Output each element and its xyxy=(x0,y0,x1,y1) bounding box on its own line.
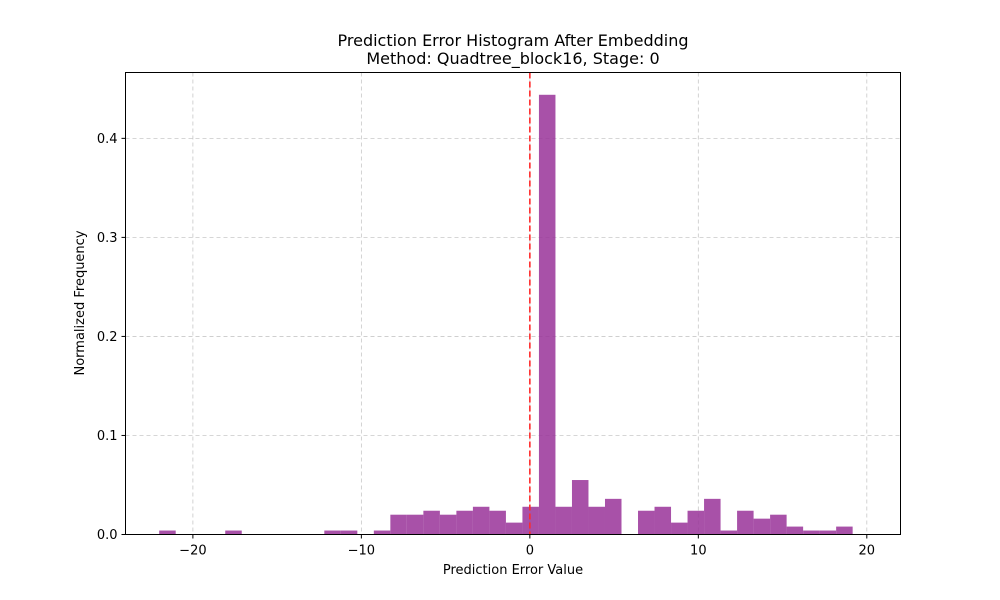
histogram-bar xyxy=(803,530,820,535)
histogram-bar xyxy=(555,506,572,535)
histogram-bar xyxy=(423,510,440,535)
histogram-bar xyxy=(753,518,771,535)
y-axis-ticks: 0.0 0.1 0.2 0.3 0.4 xyxy=(97,132,126,543)
histogram-bar xyxy=(720,530,738,535)
x-tick-label: 20 xyxy=(859,544,876,559)
x-tick-label: −20 xyxy=(179,544,206,559)
histogram-bar xyxy=(538,94,556,535)
histogram-bar xyxy=(654,506,672,535)
y-tick-label: 0.1 xyxy=(97,429,118,444)
chart-title-line-2: Method: Quadtree_block16, Stage: 0 xyxy=(366,49,659,69)
histogram-bar xyxy=(588,506,605,535)
histogram-bar xyxy=(472,506,490,535)
histogram-bar xyxy=(687,510,705,535)
histogram-bar xyxy=(836,526,853,535)
histogram-bar xyxy=(737,510,754,535)
y-tick-label: 0.0 xyxy=(97,528,118,543)
histogram-bar xyxy=(522,506,539,535)
histogram-bar xyxy=(770,514,787,535)
histogram-bar xyxy=(786,526,804,535)
y-tick-label: 0.3 xyxy=(97,231,118,246)
x-axis-ticks: −20 −10 0 10 20 xyxy=(179,534,876,559)
y-tick-label: 0.2 xyxy=(97,330,118,345)
histogram-bar xyxy=(390,514,407,535)
histogram-bar xyxy=(373,530,391,535)
x-tick-label: −10 xyxy=(348,544,375,559)
histogram-bar xyxy=(159,530,176,535)
histogram-bar xyxy=(638,510,655,535)
histogram-bar xyxy=(604,498,622,535)
histogram-bar xyxy=(439,514,457,535)
histogram-bar xyxy=(324,530,341,535)
x-tick-label: 10 xyxy=(690,544,707,559)
histogram-bar xyxy=(505,522,523,535)
x-axis-label: Prediction Error Value xyxy=(443,563,583,578)
histogram-bars xyxy=(159,94,853,535)
histogram-bar xyxy=(671,522,688,535)
histogram-bar xyxy=(406,514,424,535)
plot-frame xyxy=(125,72,901,535)
histogram-bar xyxy=(704,498,721,535)
histogram-bar xyxy=(225,530,242,535)
y-axis-label: Normalized Frequency xyxy=(73,230,88,375)
x-tick-label: 0 xyxy=(526,544,534,559)
histogram-bar xyxy=(571,480,589,535)
y-tick-label: 0.4 xyxy=(97,132,118,147)
histogram-bar xyxy=(819,530,837,535)
chart-title-line-1: Prediction Error Histogram After Embeddi… xyxy=(338,31,689,50)
histogram-bar xyxy=(489,510,506,535)
histogram-bar xyxy=(340,530,358,535)
histogram-bar xyxy=(456,510,473,535)
